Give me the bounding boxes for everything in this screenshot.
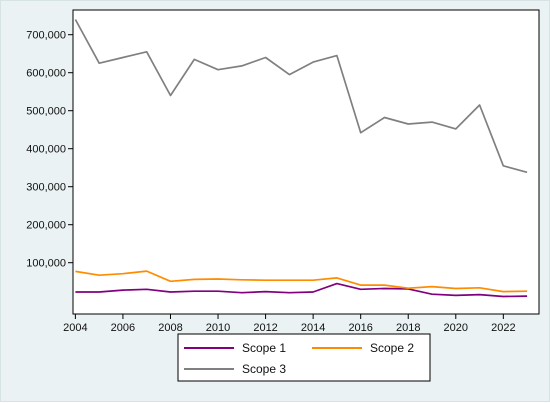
series-line-scope-2 bbox=[75, 270, 528, 293]
y-tick-label: 400,000 bbox=[26, 144, 66, 156]
y-tick-label: 700,000 bbox=[26, 30, 66, 42]
x-tick-label: 2006 bbox=[111, 322, 135, 334]
x-tick-label: 2008 bbox=[158, 322, 182, 334]
x-tick-label: 2010 bbox=[206, 322, 230, 334]
y-tick-label: 300,000 bbox=[26, 182, 66, 194]
x-tick-label: 2022 bbox=[491, 322, 515, 334]
legend: Scope 1 Scope 2 Scope 3 bbox=[177, 333, 431, 382]
legend-box bbox=[177, 333, 431, 382]
x-tick-label: 2020 bbox=[444, 322, 468, 334]
y-tick-label: 500,000 bbox=[26, 106, 66, 118]
x-axis: 2004 2006 2008 2010 2012 2014 2016 2018 2020 2022 bbox=[63, 314, 516, 334]
legend-label: Scope 3 bbox=[242, 362, 286, 376]
y-tick-label: 600,000 bbox=[26, 68, 66, 80]
y-tick-label: 200,000 bbox=[26, 220, 66, 232]
series-lines bbox=[74, 19, 528, 298]
y-tick-label: 100,000 bbox=[26, 258, 66, 270]
x-tick-label: 2018 bbox=[396, 322, 420, 334]
x-tick-label: 2012 bbox=[253, 322, 277, 334]
plot-area bbox=[72, 9, 540, 315]
x-tick-label: 2004 bbox=[63, 322, 87, 334]
x-tick-label: 2016 bbox=[348, 322, 372, 334]
legend-label: Scope 2 bbox=[370, 341, 414, 355]
y-axis: 100,000 200,000 300,000 400,000 500,000 600,0… bbox=[26, 30, 73, 270]
series-line-scope-3 bbox=[74, 19, 528, 174]
legend-label: Scope 1 bbox=[242, 341, 286, 355]
series-line-scope-1 bbox=[75, 282, 528, 298]
x-tick-label: 2014 bbox=[301, 322, 325, 334]
